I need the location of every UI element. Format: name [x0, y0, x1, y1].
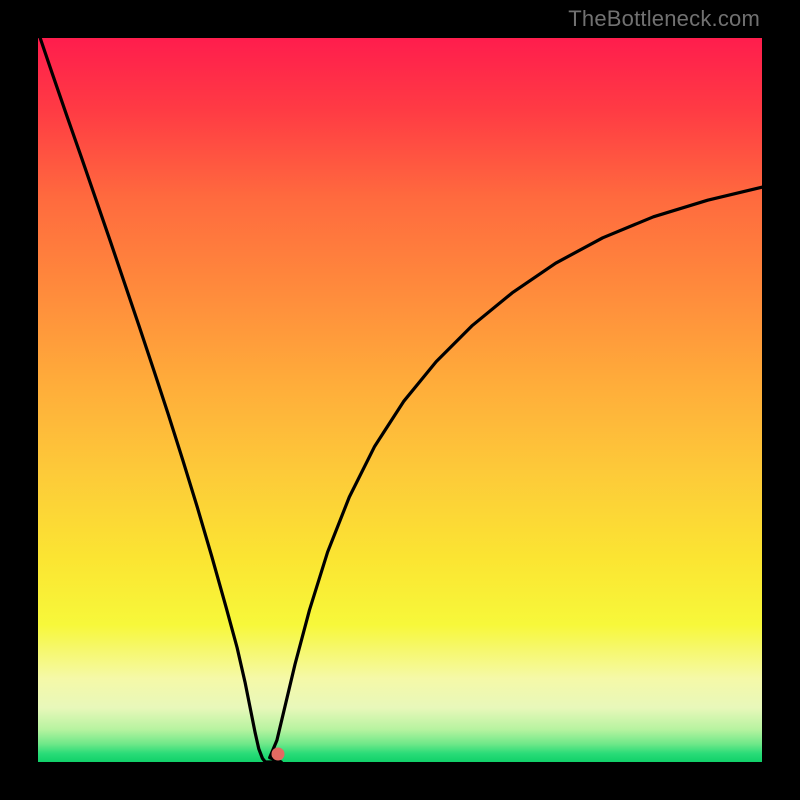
- plot-area: [38, 38, 762, 762]
- chart-frame: TheBottleneck.com: [0, 0, 800, 800]
- dip-marker: [272, 748, 285, 761]
- bottleneck-curve: [38, 38, 762, 762]
- watermark-text: TheBottleneck.com: [568, 6, 760, 32]
